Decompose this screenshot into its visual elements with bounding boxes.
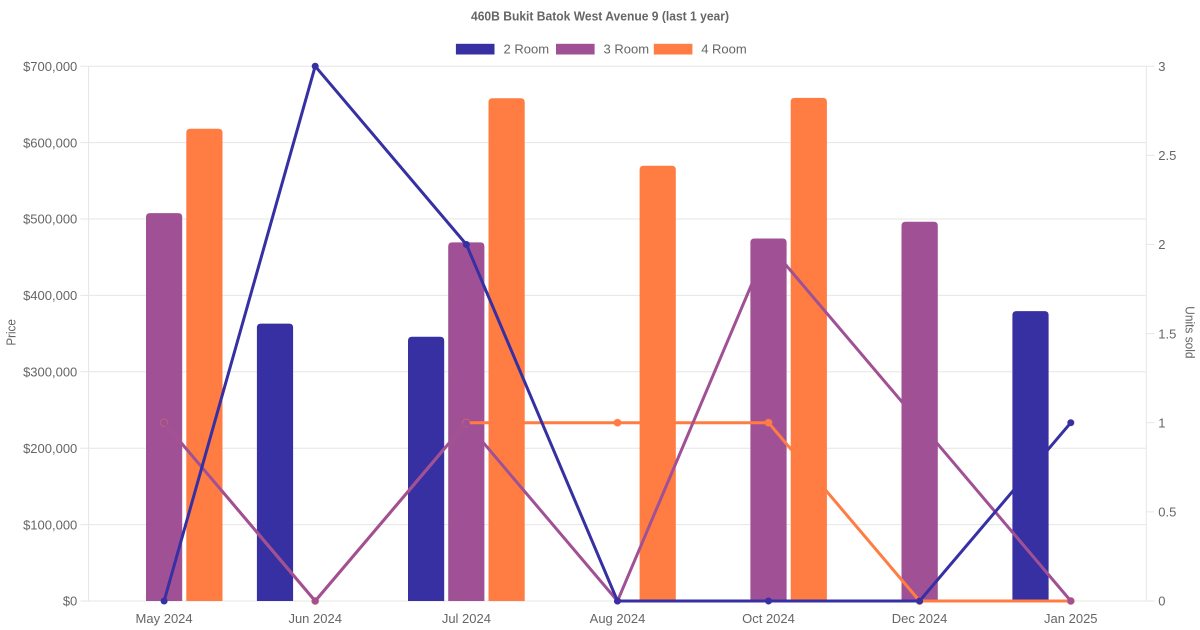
svg-text:$0: $0 [63, 594, 77, 609]
svg-text:May 2024: May 2024 [136, 611, 193, 626]
svg-text:Aug 2024: Aug 2024 [590, 611, 646, 626]
svg-text:Jun 2024: Jun 2024 [288, 611, 342, 626]
svg-text:1.5: 1.5 [1158, 326, 1176, 341]
svg-text:2 Room: 2 Room [504, 41, 550, 56]
svg-text:2: 2 [1158, 237, 1165, 252]
svg-text:$600,000: $600,000 [23, 135, 77, 150]
svg-text:460B Bukit Batok West Avenue 9: 460B Bukit Batok West Avenue 9 (last 1 y… [471, 9, 729, 24]
svg-text:1: 1 [1158, 415, 1165, 430]
svg-text:4 Room: 4 Room [701, 41, 747, 56]
svg-text:0.5: 0.5 [1158, 505, 1176, 520]
svg-text:$400,000: $400,000 [23, 288, 77, 303]
svg-text:3: 3 [1158, 59, 1165, 74]
svg-text:Units sold: Units sold [1183, 306, 1198, 358]
svg-text:0: 0 [1158, 594, 1165, 609]
svg-text:$700,000: $700,000 [23, 59, 77, 74]
svg-text:$300,000: $300,000 [23, 365, 77, 380]
svg-text:$500,000: $500,000 [23, 212, 77, 227]
svg-text:Jan 2025: Jan 2025 [1044, 611, 1098, 626]
svg-text:$100,000: $100,000 [23, 517, 77, 532]
svg-text:2.5: 2.5 [1158, 148, 1176, 163]
svg-text:Price: Price [4, 319, 19, 346]
svg-text:3 Room: 3 Room [604, 41, 650, 56]
svg-text:Oct 2024: Oct 2024 [742, 611, 795, 626]
svg-text:Dec 2024: Dec 2024 [892, 611, 948, 626]
svg-text:Jul 2024: Jul 2024 [442, 611, 491, 626]
svg-text:$200,000: $200,000 [23, 441, 77, 456]
